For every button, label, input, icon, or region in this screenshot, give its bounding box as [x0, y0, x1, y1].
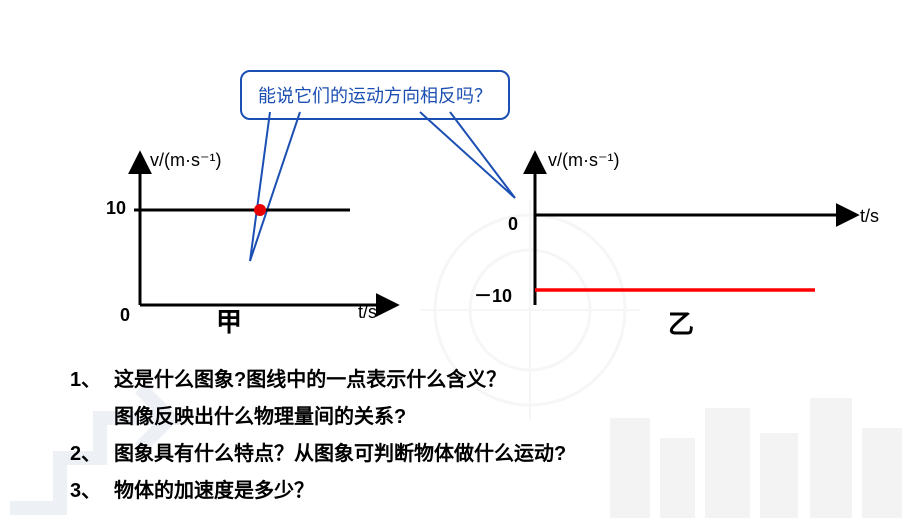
callout-text: 能说它们的运动方向相反吗？ [240, 70, 510, 120]
chart-right-ylabel: v/(m·s⁻¹) [548, 150, 619, 171]
q2-num: 2、 [70, 436, 114, 473]
question-3: 3、 物体的加速度是多少？ [70, 473, 870, 510]
chart-left-origin: 0 [120, 305, 130, 326]
chart-right-title: 乙 [668, 304, 694, 341]
question-2: 2、 图象具有什么特点？从图象可判断物体做什么运动? [70, 436, 870, 473]
chart-left-title: 甲 [216, 302, 242, 339]
chart-left-tick-10: 10 [106, 198, 126, 219]
chart-left-xlabel: t/s [358, 302, 377, 323]
q2-text: 图象具有什么特点？从图象可判断物体做什么运动? [114, 436, 566, 473]
q1-num: 1、 [70, 362, 114, 399]
chart-right-origin: 0 [508, 214, 518, 235]
q3-text: 物体的加速度是多少？ [114, 473, 314, 510]
chart-right-xlabel: t/s [860, 206, 879, 227]
chart-right-tick-neg10: －10 [474, 282, 512, 308]
chart-right: v/(m·s⁻¹) 0 －10 t/s 乙 [460, 140, 920, 360]
charts-row: v/(m·s⁻¹) 10 0 t/s 甲 v/(m·s⁻¹) 0 －10 t/s… [0, 140, 920, 360]
q3-num: 3、 [70, 473, 114, 510]
chart-left: v/(m·s⁻¹) 10 0 t/s 甲 [0, 140, 460, 360]
chart-left-ylabel: v/(m·s⁻¹) [150, 150, 221, 171]
question-1: 1、 这是什么图象?图线中的一点表示什么含义？ [70, 362, 870, 399]
questions-block: 1、 这是什么图象?图线中的一点表示什么含义？ 图像反映出什么物理量间的关系? … [70, 362, 870, 510]
q1-text-a: 这是什么图象?图线中的一点表示什么含义？ [114, 362, 506, 399]
q1-text-b: 图像反映出什么物理量间的关系? [114, 399, 870, 436]
